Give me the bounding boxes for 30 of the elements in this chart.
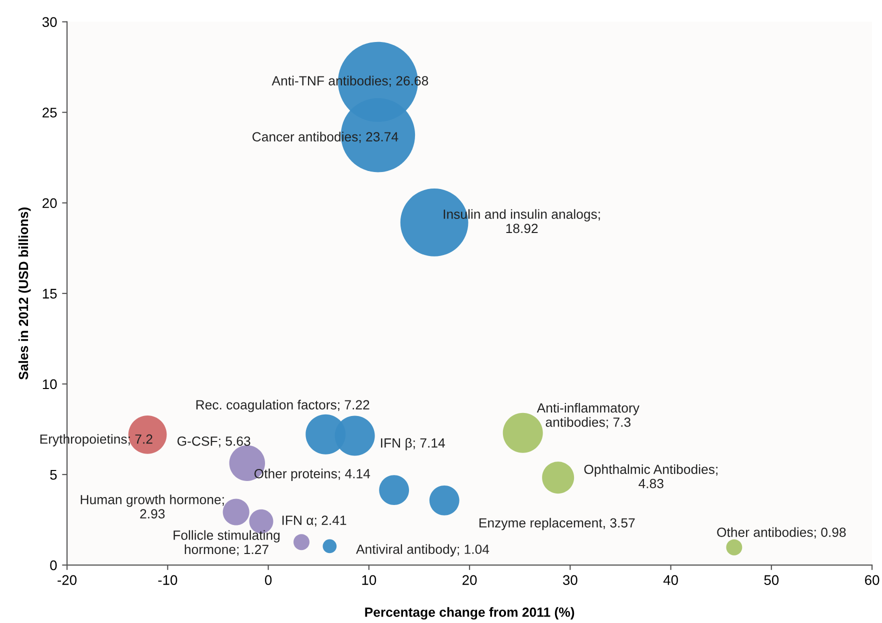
y-tick-label: 10: [42, 379, 57, 390]
y-tick-label: 30: [42, 17, 57, 27]
annotation: Human growth hormone; 2.93: [80, 494, 224, 518]
x-tick-label: 40: [663, 575, 678, 585]
annotation: Other proteins; 4.14: [254, 468, 370, 481]
x-axis-title: Percentage change from 2011 (%): [365, 607, 574, 620]
y-tick-label: 20: [42, 198, 57, 208]
y-tick-label: 5: [50, 470, 57, 480]
x-tick-label: 0: [264, 575, 272, 585]
annotation: Anti-inflammatory antibodies; 7.3: [536, 402, 640, 428]
annotation: IFN α; 2.41: [282, 516, 346, 527]
annotation: G-CSF; 5.63: [177, 436, 250, 448]
annotation: Rec. coagulation factors; 7.22: [196, 400, 370, 412]
x-tick-label: 30: [562, 575, 578, 585]
annotation: Follicle stimulating hormone; 1.27: [174, 530, 280, 556]
annotation: IFN β; 7.14: [381, 438, 445, 450]
x-tick-label: 10: [362, 575, 376, 585]
annotation: Enzyme replacement, 3.57: [479, 518, 635, 530]
y-tick-label: 15: [42, 288, 57, 299]
annotation: Ophthalmic Antibodies; 4.83: [584, 464, 718, 488]
x-tick-label: 20: [462, 575, 477, 585]
x-tick-label: -10: [158, 575, 178, 585]
y-tick-label: 0: [50, 560, 57, 570]
x-tick-label: 50: [764, 575, 779, 585]
x-tick-label: -20: [58, 575, 77, 585]
y-tick-label: 25: [42, 108, 57, 118]
y-axis-title: Sales in 2012 (USD billions): [18, 208, 31, 380]
annotation: Antiviral antibody; 1.04: [356, 544, 490, 557]
annotation: Other antibodies; 0.98: [717, 527, 846, 539]
x-tick-label: 60: [865, 575, 880, 585]
